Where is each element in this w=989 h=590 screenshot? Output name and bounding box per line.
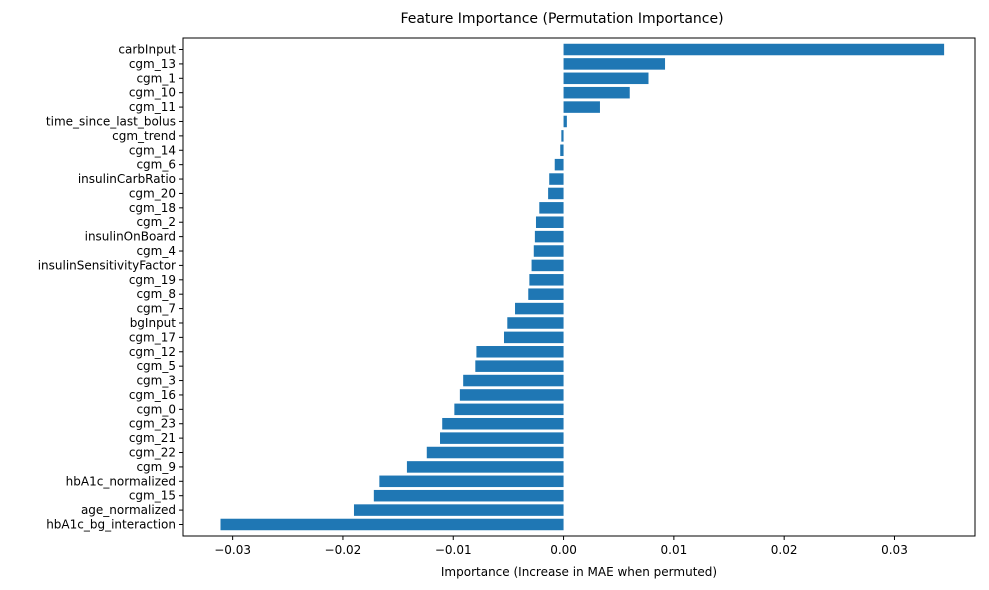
y-tick-label: cgm_7 xyxy=(136,302,176,316)
y-tick-label: cgm_21 xyxy=(129,431,176,445)
y-tick-label: cgm_14 xyxy=(129,143,176,157)
y-tick-label: insulinSensitivityFactor xyxy=(38,258,176,272)
bar-cgm_13 xyxy=(563,58,666,70)
y-tick-label: cgm_22 xyxy=(129,446,176,460)
y-tick-label: cgm_trend xyxy=(112,129,176,143)
y-tick-label: insulinOnBoard xyxy=(85,230,176,244)
bar-cgm_22 xyxy=(426,446,564,459)
bar-cgm_1 xyxy=(563,72,649,85)
x-tick-label: −0.03 xyxy=(214,543,251,557)
bar-cgm_21 xyxy=(440,432,564,444)
chart-title: Feature Importance (Permutation Importan… xyxy=(400,11,723,27)
bar-cgm_23 xyxy=(442,417,564,430)
y-tick-label: cgm_6 xyxy=(136,158,176,172)
bar-age_normalized xyxy=(353,504,564,516)
x-tick-label: −0.01 xyxy=(435,543,472,557)
bar-cgm_5 xyxy=(475,360,564,372)
bar-cgm_3 xyxy=(463,374,564,387)
x-axis-label: Importance (Increase in MAE when permute… xyxy=(441,565,717,579)
bar-cgm_2 xyxy=(535,216,564,228)
y-tick-label: bgInput xyxy=(130,316,177,330)
y-tick-label: cgm_11 xyxy=(129,100,176,114)
y-tick-label: cgm_16 xyxy=(129,388,176,402)
bar-time_since_last_bolus xyxy=(563,115,567,128)
bar-cgm_4 xyxy=(533,245,564,257)
bar-cgm_9 xyxy=(406,461,564,473)
y-tick-label: cgm_13 xyxy=(129,57,176,71)
bar-insulinCarbRatio xyxy=(549,173,564,185)
y-tick-label: hbA1c_normalized xyxy=(66,474,176,488)
y-tick-label: carbInput xyxy=(118,43,176,57)
y-tick-label: cgm_12 xyxy=(129,345,176,359)
bar-cgm_11 xyxy=(563,101,600,113)
y-tick-label: cgm_0 xyxy=(136,402,176,416)
y-tick-label: cgm_4 xyxy=(136,244,176,258)
bar-carbInput xyxy=(563,43,945,56)
bar-cgm_20 xyxy=(548,187,564,200)
bar-insulinOnBoard xyxy=(534,230,564,243)
x-tick-label: 0.02 xyxy=(771,543,798,557)
bar-insulinSensitivityFactor xyxy=(531,259,564,272)
bar-bgInput xyxy=(507,317,564,329)
x-tick-label: 0.00 xyxy=(550,543,577,557)
bar-cgm_14 xyxy=(560,144,564,157)
axes-frame xyxy=(182,37,976,537)
y-tick-label: cgm_19 xyxy=(129,273,176,287)
bar-cgm_8 xyxy=(528,288,564,300)
bar-cgm_16 xyxy=(459,389,564,401)
bar-cgm_trend xyxy=(561,130,564,142)
bar-cgm_0 xyxy=(454,403,564,416)
y-tick-label: cgm_20 xyxy=(129,186,176,200)
bar-cgm_12 xyxy=(476,346,564,358)
y-tick-label: cgm_18 xyxy=(129,201,176,215)
y-tick-label: cgm_2 xyxy=(136,215,176,229)
bar-hbA1c_normalized xyxy=(379,475,564,488)
y-tick-label: cgm_1 xyxy=(136,71,176,85)
y-tick-label: cgm_17 xyxy=(129,330,176,344)
y-tick-label: insulinCarbRatio xyxy=(78,172,176,186)
y-tick-label: cgm_15 xyxy=(129,489,176,503)
bar-cgm_6 xyxy=(554,158,564,171)
x-tick-label: −0.02 xyxy=(325,543,362,557)
y-tick-label: cgm_3 xyxy=(136,374,176,388)
y-tick-label: hbA1c_bg_interaction xyxy=(46,517,176,531)
bar-cgm_18 xyxy=(539,202,564,214)
y-tick-label: cgm_9 xyxy=(136,460,176,474)
bar-hbA1c_bg_interaction xyxy=(220,518,564,531)
y-tick-label: time_since_last_bolus xyxy=(46,114,176,128)
x-axis-ticks: −0.03 −0.02 −0.01 0.00 0.01 0.02 0.03 xyxy=(214,536,908,557)
bar-cgm_7 xyxy=(515,302,564,315)
y-tick-label: cgm_23 xyxy=(129,417,176,431)
y-tick-label: age_normalized xyxy=(81,503,176,517)
bars-group xyxy=(220,43,945,531)
y-axis-ticks: carbInputcgm_13cgm_1cgm_10cgm_11time_sin… xyxy=(38,43,183,531)
x-tick-label: 0.03 xyxy=(881,543,908,557)
x-tick-label: 0.01 xyxy=(661,543,688,557)
bar-cgm_17 xyxy=(503,331,564,344)
y-tick-label: cgm_8 xyxy=(136,287,176,301)
bar-cgm_19 xyxy=(529,274,564,286)
y-tick-label: cgm_10 xyxy=(129,86,176,100)
bar-cgm_15 xyxy=(373,489,564,502)
y-tick-label: cgm_5 xyxy=(136,359,176,373)
bar-cgm_10 xyxy=(563,86,630,99)
